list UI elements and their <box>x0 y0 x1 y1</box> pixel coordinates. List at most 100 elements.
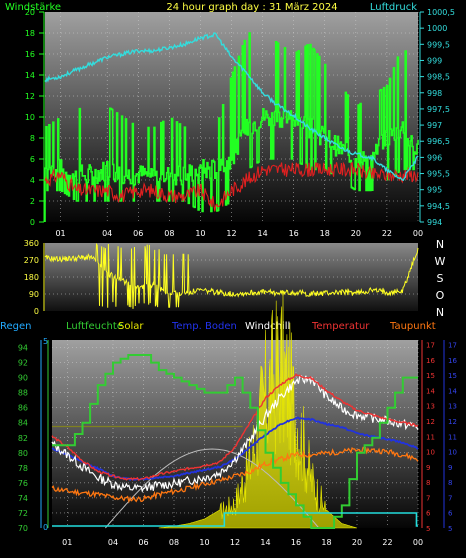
pressure-tick-label: 1000 <box>427 24 447 33</box>
humidity-tick-label: 82 <box>18 434 28 443</box>
temperature-axis2-tick-label: 13 <box>448 403 457 411</box>
temperature-axis2-tick-label: 11 <box>448 433 457 441</box>
wind-tick-label: 4 <box>30 176 35 185</box>
temperature-tick-label: 13 <box>426 403 435 411</box>
temperature-tick-label: 7 <box>426 494 430 502</box>
wind-direction-line <box>44 242 419 309</box>
pressure-tick-label: 997 <box>427 121 442 130</box>
temperature-x-tick-label: 04 <box>108 538 118 547</box>
pressure-tick-label: 996 <box>427 153 442 162</box>
humidity-tick-label: 78 <box>18 464 28 473</box>
humidity-tick-label: 88 <box>18 389 28 398</box>
wind-tick-label: 14 <box>25 71 35 80</box>
legend-luftfeuchte: Luftfeuchte <box>66 321 123 332</box>
wind-x-tick-label: 06 <box>133 229 143 238</box>
temperature-tick-label: 11 <box>426 433 435 441</box>
pressure-tick-label: 997,5 <box>427 105 450 114</box>
temperature-x-tick-label: 22 <box>382 538 392 547</box>
wind-x-tick-label: 10 <box>195 229 205 238</box>
legend-temp-boden: Temp. Boden <box>171 321 237 332</box>
wind-tick-label: 0 <box>30 218 35 227</box>
temperature-tick-label: 8 <box>426 479 430 487</box>
wind-x-tick-label: 01 <box>55 229 65 238</box>
temperature-x-tick-label: 10 <box>199 538 209 547</box>
chart-title: 24 hour graph day : 31 März 2024 <box>166 2 337 13</box>
wind-x-tick-label: 20 <box>351 229 361 238</box>
pressure-axis-title: Luftdruck <box>370 2 417 13</box>
legend-taupunkt: Taupunkt <box>389 321 436 332</box>
humidity-tick-label: 94 <box>18 344 28 353</box>
temperature-axis2-tick-label: 14 <box>448 387 457 395</box>
temperature-axis2-tick-label: 17 <box>448 342 457 350</box>
humidity-tick-label: 92 <box>18 359 28 368</box>
temperature-axis2-tick-label: 8 <box>448 479 452 487</box>
wind-x-tick-label: 14 <box>257 229 267 238</box>
wind-tick-label: 20 <box>25 8 35 17</box>
wind-speed-line <box>44 32 419 222</box>
temperature-tick-label: 9 <box>426 464 430 472</box>
temperature-tick-label: 10 <box>426 449 435 457</box>
temperature-tick-label: 14 <box>426 387 435 395</box>
pressure-tick-label: 998 <box>427 89 442 98</box>
temperature-x-tick-label: 00 <box>413 538 423 547</box>
humidity-tick-label: 84 <box>18 419 28 428</box>
pressure-tick-label: 996,5 <box>427 137 450 146</box>
wind-axis-title: Windstärke <box>5 2 61 13</box>
direction-panel-series <box>44 242 419 309</box>
temperature-x-tick-label: 01 <box>62 538 72 547</box>
temperature-tick-label: 6 <box>426 510 431 518</box>
humidity-tick-label: 70 <box>18 524 28 533</box>
temperature-axis2-tick-label: 12 <box>448 418 457 426</box>
humidity-tick-label: 86 <box>18 404 28 413</box>
temperature-x-tick-label: 14 <box>260 538 270 547</box>
temperature-panel-series <box>51 291 419 529</box>
rain-line <box>52 512 418 527</box>
wind-tick-label: 16 <box>25 50 35 59</box>
legend-windchill: Windchill <box>245 321 290 332</box>
temperature-tick-label: 17 <box>426 342 435 350</box>
humidity-tick-label: 76 <box>18 479 28 488</box>
temperature-axis2-ticks: 5 6 7 8 9 10 11 12 13 14 15 16 17 <box>443 340 457 533</box>
temperature-axis-ticks: 5 6 7 8 9 10 11 12 13 14 15 16 17 <box>421 340 435 533</box>
solar-area <box>158 291 358 529</box>
compass-label-n: N <box>436 306 444 319</box>
wind-tick-label: 18 <box>25 29 35 38</box>
temperature-x-tick-label: 18 <box>321 538 331 547</box>
direction-axis-ticks: 0 90 180 270 360 <box>24 239 45 316</box>
rain-axis-ticks: 50 <box>40 337 48 532</box>
wind-panel-x-ticks: 01 04 06 08 10 12 14 16 18 20 22 00 <box>55 229 423 238</box>
temperature-tick-label: 15 <box>426 372 435 380</box>
pressure-axis-ticks: 994 994,5 995 995,5 996 996,5 997 997,5 998 998,5… <box>419 8 455 227</box>
pressure-tick-label: 998,5 <box>427 73 450 82</box>
temperature-axis2-tick-label: 6 <box>448 510 453 518</box>
pressure-tick-label: 1000,5 <box>427 8 455 17</box>
wind-tick-label: 2 <box>30 197 35 206</box>
legend-regen: Regen <box>0 321 32 332</box>
temperature-axis2-tick-label: 7 <box>448 494 452 502</box>
wind-x-tick-label: 12 <box>226 229 236 238</box>
wind-x-tick-label: 00 <box>413 229 423 238</box>
temperature-tick-label: 5 <box>426 525 430 533</box>
temperature-axis2-tick-label: 5 <box>448 525 452 533</box>
temperature-tick-label: 16 <box>426 357 435 365</box>
pressure-tick-label: 999,5 <box>427 40 450 49</box>
pressure-line <box>44 32 419 181</box>
temperature-axis2-tick-label: 10 <box>448 449 457 457</box>
wind-axis-ticks: 0 2 4 6 8 10 12 14 16 18 20 <box>25 8 45 227</box>
compass-label-n: N <box>436 238 444 251</box>
temperature-tick-label: 12 <box>426 418 435 426</box>
wind-pressure-panel: 0 2 4 6 8 10 12 14 16 18 20 994 994,5 995 995,5 996 996… <box>25 8 455 238</box>
pressure-tick-label: 999 <box>427 56 442 65</box>
wind-x-tick-label: 18 <box>320 229 330 238</box>
temperature-x-tick-label: 06 <box>138 538 148 547</box>
wind-panel-series <box>44 32 419 222</box>
temperature-axis2-tick-label: 16 <box>448 357 457 365</box>
temperature-panel-x-ticks: 01 04 06 08 10 12 14 16 18 20 22 00 <box>62 538 423 547</box>
wind-tick-label: 6 <box>30 155 35 164</box>
rain-tick-label: 0 <box>43 523 48 532</box>
humidity-tick-label: 74 <box>18 494 28 503</box>
humidity-tick-label: 80 <box>18 449 28 458</box>
compass-label-o: O <box>436 289 445 302</box>
